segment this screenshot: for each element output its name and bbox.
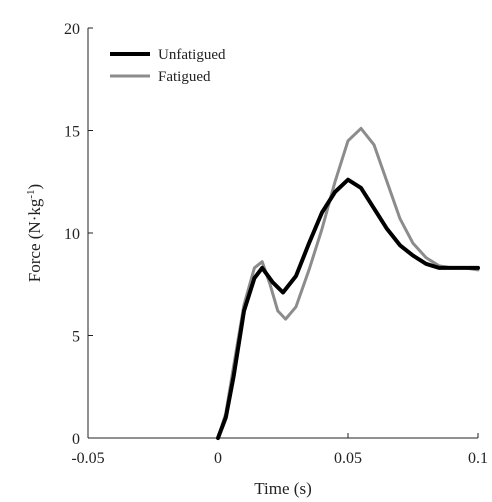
y-tick-label: 15 — [64, 124, 80, 141]
y-tick-label: 0 — [72, 431, 80, 448]
series-layer — [216, 126, 480, 440]
y-ticks: 0 5 10 15 20 — [64, 21, 93, 448]
y-axis-label-superscript: -1 — [25, 189, 37, 198]
legend: Unfatigued Fatigued — [110, 47, 226, 85]
x-ticks: -0.05 0 0.05 0.1 — [71, 433, 488, 467]
x-tick-label: 0.1 — [468, 450, 488, 467]
x-tick-label: 0 — [214, 450, 222, 467]
legend-label-fatigued: Fatigued — [158, 69, 211, 85]
y-tick-label: 20 — [64, 21, 80, 38]
y-axis-label: Force (N·kg-1) — [25, 184, 44, 282]
series-line-unfatigued — [216, 177, 480, 440]
y-axis-label-main: Force (N·kg — [25, 198, 44, 282]
y-tick-label: 10 — [64, 226, 80, 243]
legend-label-unfatigued: Unfatigued — [158, 47, 226, 63]
y-axis-label-close: ) — [25, 184, 44, 190]
x-axis-label: Time (s) — [254, 479, 311, 498]
y-tick-label: 5 — [72, 329, 80, 346]
x-tick-label: -0.05 — [71, 450, 104, 467]
x-tick-label: 0.05 — [334, 450, 362, 467]
